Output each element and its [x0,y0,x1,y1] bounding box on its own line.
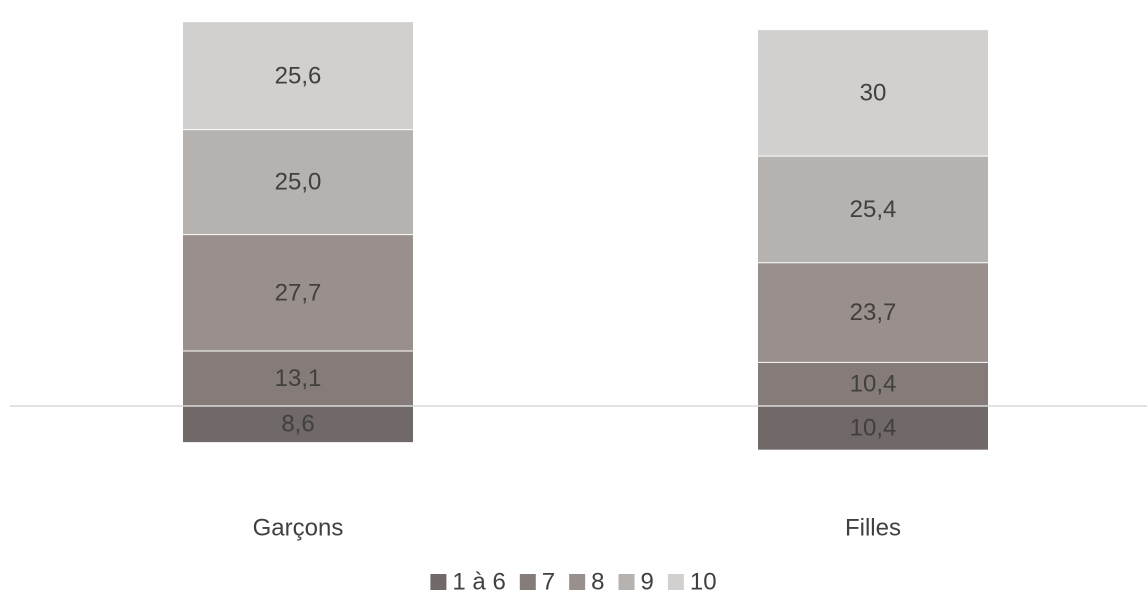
bar-segment-garcons-2 [183,234,413,351]
data-label: 27,7 [275,279,322,306]
data-label: 10,4 [850,414,897,441]
data-label: 25,4 [850,196,897,223]
legend-label: 9 [641,569,654,594]
bar-segment-filles-4 [758,30,988,157]
data-label: 13,1 [275,365,322,392]
legend-label: 7 [542,569,555,594]
bar-segment-filles-1 [758,362,988,406]
bar-segment-garcons-1 [183,350,413,406]
data-label: 25,6 [275,62,322,89]
data-label: 25,0 [275,169,322,196]
data-label: 23,7 [850,299,897,326]
legend-swatch [569,574,586,590]
bar-segment-garcons-3 [183,129,413,235]
bar-segment-filles-0 [758,406,988,450]
category-label: Filles [845,515,901,542]
bars-group [183,22,988,450]
data-labels-group: 8,6 13,1 27,7 25,0 25,6 10,4 10,4 23,7 25,4 30 [275,62,897,441]
category-labels-group: Garçons Filles [253,515,901,542]
legend-label: 1 à 6 [452,569,505,594]
legend-swatch [519,574,536,590]
bar-segment-garcons-4 [183,22,413,130]
category-label: Garçons [253,515,344,542]
legend-label: 10 [690,569,717,594]
legend: 1 à 6 7 8 9 10 [430,569,717,594]
bar-segment-filles-3 [758,156,988,263]
legend-swatch [618,574,635,590]
legend-swatch [430,574,447,590]
legend-swatch [667,574,684,590]
data-label: 8,6 [281,411,314,438]
data-label: 30 [860,80,887,107]
data-label: 10,4 [850,371,897,398]
bar-segment-filles-2 [758,262,988,363]
bar-segment-garcons-0 [183,406,413,443]
legend-label: 8 [591,569,604,594]
